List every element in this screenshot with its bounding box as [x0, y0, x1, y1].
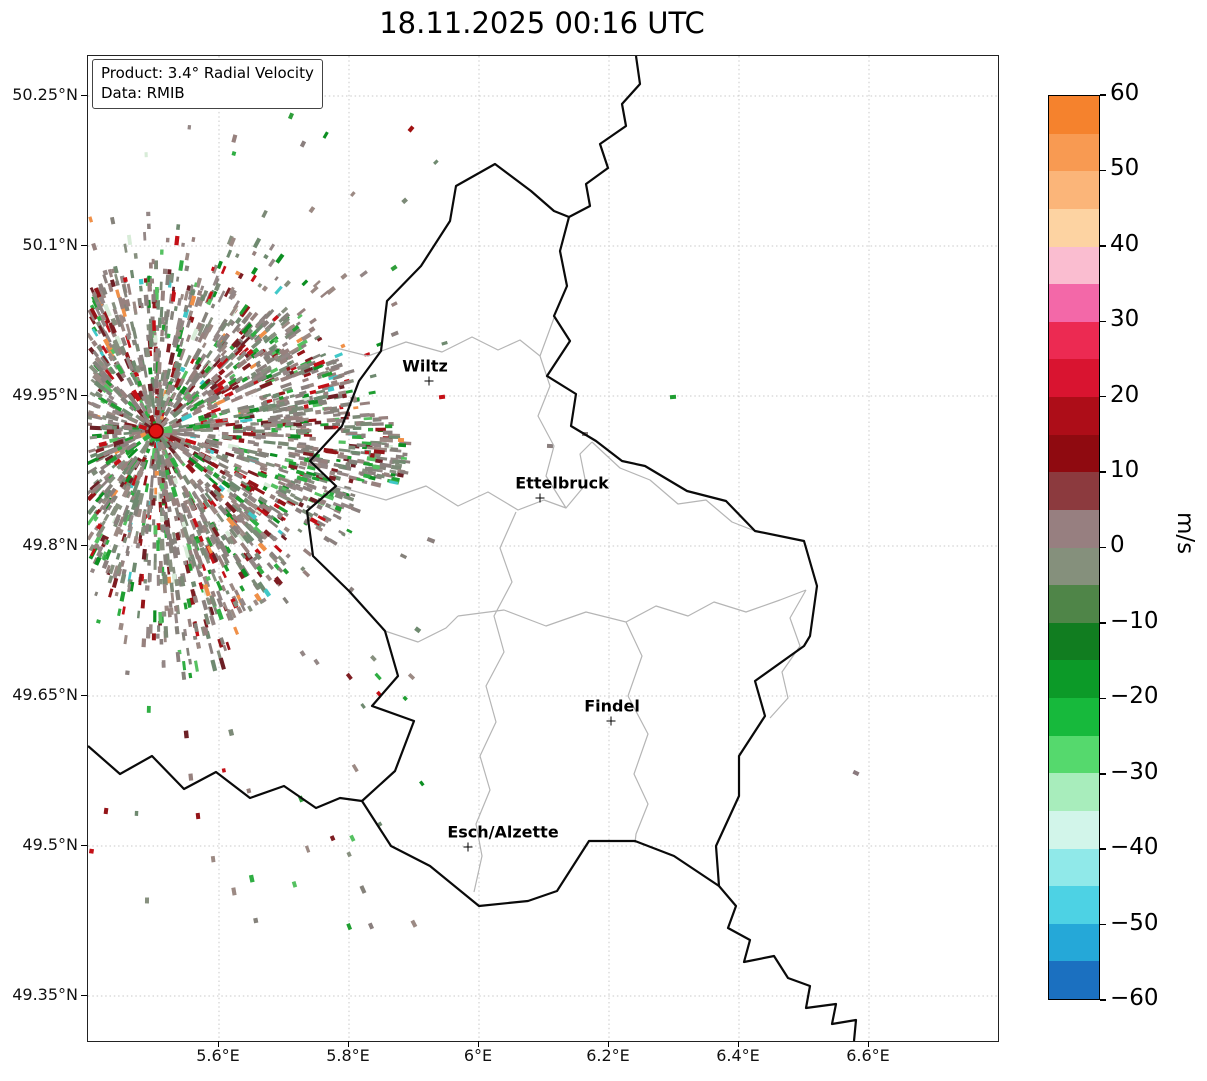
colorbar-tick-label: 20	[1110, 382, 1140, 408]
country-borders	[88, 56, 858, 1041]
lat-tick-label: 50.1°N	[22, 235, 78, 254]
plus-marker-icon	[463, 842, 473, 852]
colorbar-tick-label: −40	[1110, 834, 1159, 860]
colorbar-tick-label: 50	[1110, 155, 1140, 181]
figure-title: 18.11.2025 00:16 UTC	[379, 6, 705, 40]
lat-tick-label: 50.25°N	[12, 85, 78, 104]
data-source-label: Data: RMIB	[101, 84, 185, 103]
product-label: Product: 3.4° Radial Velocity	[101, 64, 314, 82]
lat-tick-label: 49.35°N	[12, 985, 78, 1004]
colorbar-tick-label: 0	[1110, 532, 1125, 558]
radar-echo-field	[88, 112, 860, 931]
velocity-colorbar	[1048, 95, 1100, 1000]
city-marker-ettelbruck	[535, 493, 545, 503]
city-label-ettelbruck: Ettelbruck	[515, 473, 609, 493]
colorbar-tick-label: −60	[1110, 985, 1159, 1011]
colorbar-unit-label: m/s	[1172, 512, 1198, 555]
lat-tick-label: 49.8°N	[22, 535, 78, 554]
colorbar-tick-label: 10	[1110, 457, 1140, 483]
colorbar-tick-label: 30	[1110, 306, 1140, 332]
lon-tick-label: 6.4°E	[716, 1046, 760, 1065]
lon-tick-label: 5.6°E	[196, 1046, 240, 1065]
map-plot-area: Product: 3.4° Radial Velocity Data: RMIB…	[87, 55, 999, 1042]
colorbar-tick-label: 60	[1110, 80, 1140, 106]
colorbar-tick-label: −20	[1110, 683, 1159, 709]
colorbar-tick-label: −30	[1110, 759, 1159, 785]
city-marker-findel	[606, 716, 616, 726]
lon-tick-label: 6.6°E	[846, 1046, 890, 1065]
plus-marker-icon	[424, 376, 434, 386]
lat-tick-label: 49.65°N	[12, 685, 78, 704]
lon-tick-label: 5.8°E	[326, 1046, 370, 1065]
plus-marker-icon	[606, 716, 616, 726]
radar-site-dot	[148, 423, 164, 439]
luxembourg-map	[88, 56, 998, 1041]
product-annotation-box: Product: 3.4° Radial Velocity Data: RMIB	[92, 59, 323, 109]
colorbar-tick-label: −10	[1110, 608, 1159, 634]
city-label-findel: Findel	[584, 696, 640, 716]
lon-tick-label: 6°E	[463, 1046, 493, 1065]
city-marker-esch-alzette	[463, 842, 473, 852]
city-marker-wiltz	[424, 376, 434, 386]
neighbor-borders	[88, 56, 858, 1041]
plus-marker-icon	[535, 493, 545, 503]
district-borders	[327, 317, 807, 893]
lat-tick-label: 49.95°N	[12, 385, 78, 404]
colorbar-tick-label: −50	[1110, 910, 1159, 936]
colorbar-tick-label: 40	[1110, 231, 1140, 257]
city-label-esch-alzette: Esch/Alzette	[447, 822, 559, 842]
lat-tick-label: 49.5°N	[22, 835, 78, 854]
luxembourg-outline	[305, 162, 819, 908]
city-label-wiltz: Wiltz	[402, 356, 448, 376]
lon-tick-label: 6.2°E	[586, 1046, 630, 1065]
